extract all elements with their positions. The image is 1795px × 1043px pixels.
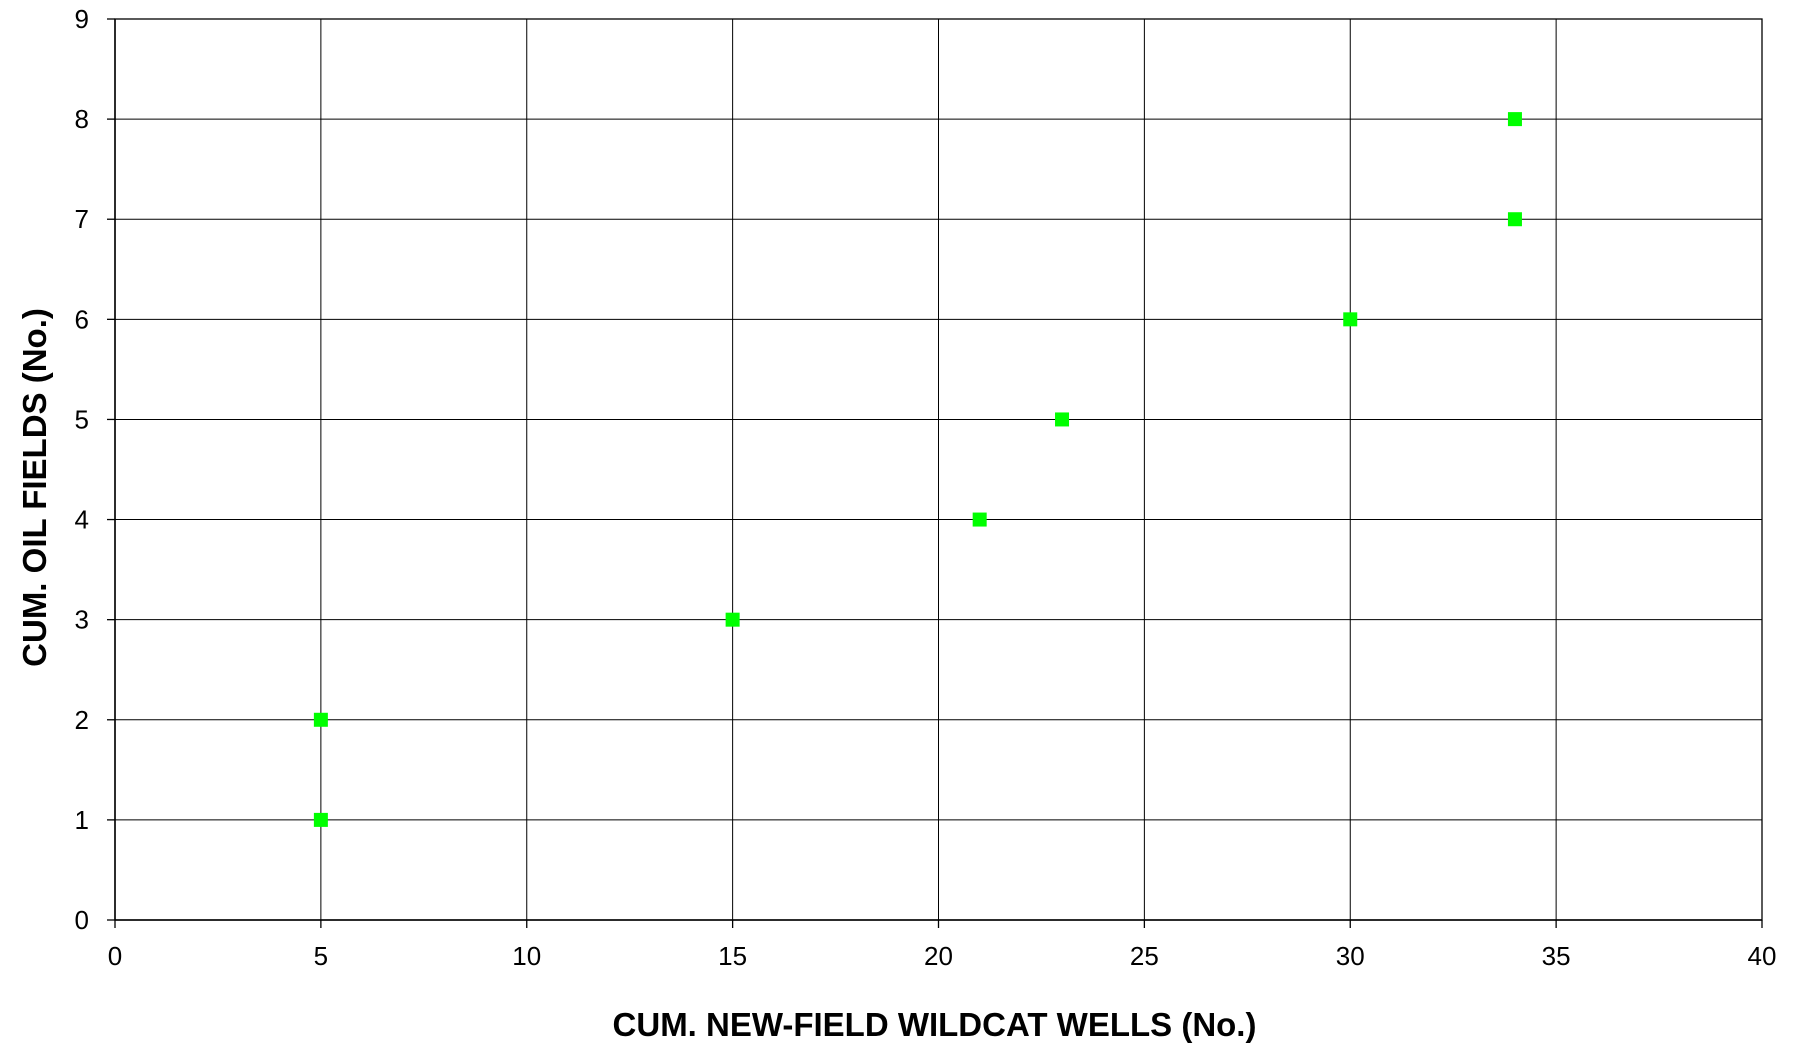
y-tick-label: 1 — [75, 805, 89, 835]
x-tick-label: 25 — [1130, 941, 1159, 971]
y-tick-label: 2 — [75, 705, 89, 735]
data-point — [1507, 212, 1522, 227]
x-tick-label: 15 — [718, 941, 747, 971]
x-tick-label: 30 — [1336, 941, 1365, 971]
x-tick-labels: 0 5 10 15 20 25 30 35 40 — [108, 941, 1777, 971]
y-tick-label: 6 — [75, 304, 89, 334]
y-tick-labels: 0 1 2 3 4 5 6 7 8 9 — [75, 4, 89, 935]
data-points — [313, 112, 1522, 827]
y-tick-label: 4 — [75, 505, 89, 535]
y-tick-label: 5 — [75, 404, 89, 434]
data-point — [313, 712, 328, 727]
x-tick-label: 0 — [108, 941, 122, 971]
axes — [107, 18, 1763, 928]
y-tick-label: 9 — [75, 4, 89, 34]
data-point — [1343, 312, 1358, 327]
data-point — [972, 512, 987, 527]
x-tick-label: 20 — [924, 941, 953, 971]
y-tick-label: 7 — [75, 204, 89, 234]
x-tick-label: 35 — [1542, 941, 1571, 971]
y-tick-label: 3 — [75, 605, 89, 635]
x-tick-label: 10 — [512, 941, 541, 971]
data-point — [1055, 412, 1070, 427]
data-point — [725, 612, 740, 627]
y-tick-label: 8 — [75, 104, 89, 134]
x-tick-label: 40 — [1748, 941, 1777, 971]
y-tick-label: 0 — [75, 905, 89, 935]
data-point — [313, 812, 328, 827]
x-tick-label: 5 — [314, 941, 328, 971]
y-axis-title: CUM. OIL FIELDS (No.) — [16, 308, 53, 667]
x-axis-title: CUM. NEW-FIELD WILDCAT WELLS (No.) — [613, 1006, 1257, 1043]
data-point — [1507, 112, 1522, 127]
